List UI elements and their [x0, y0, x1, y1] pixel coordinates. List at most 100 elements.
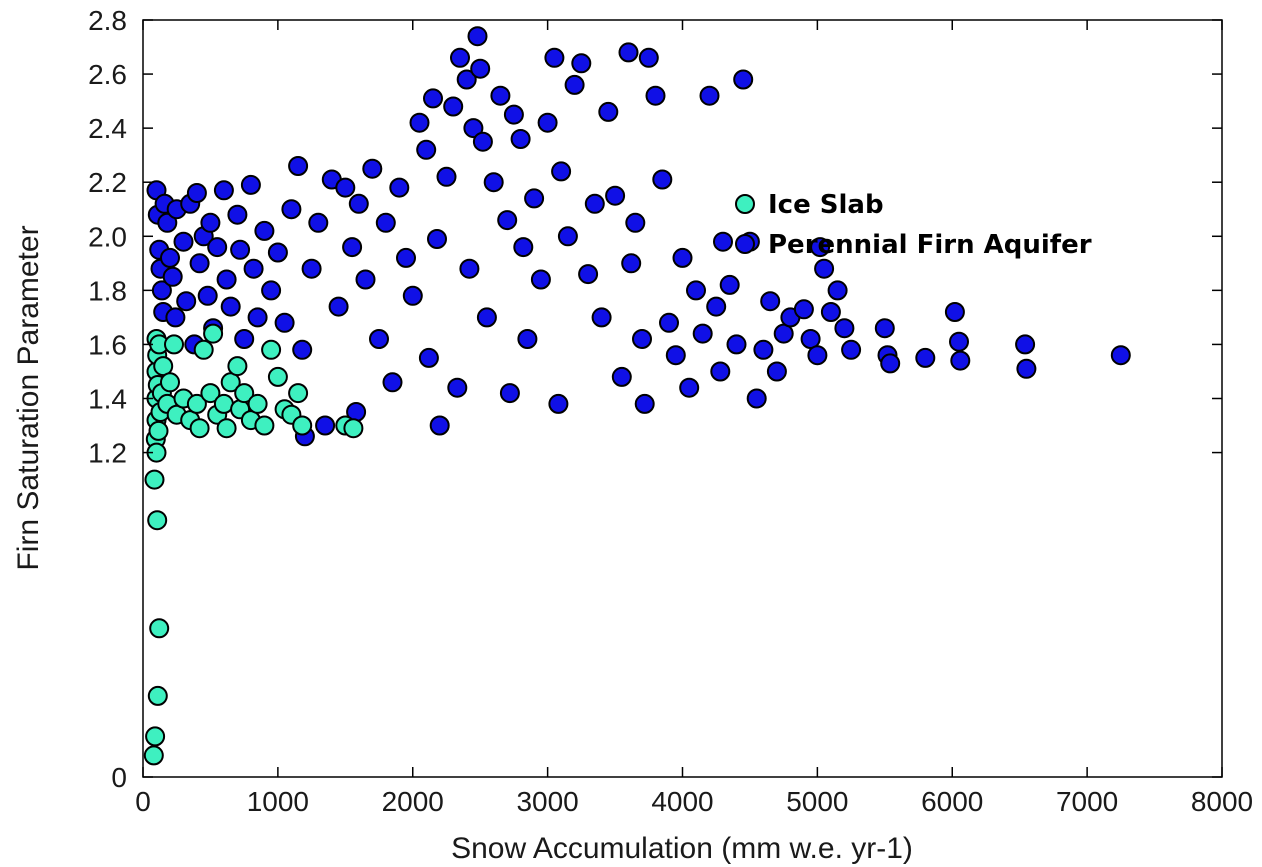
point-perennial-firn-aquifer-141 — [1015, 334, 1036, 355]
point-perennial-firn-aquifer-128 — [810, 237, 831, 258]
point-perennial-firn-aquifer-113 — [710, 361, 731, 382]
x-axis-title: Snow Accumulation (mm w.e. yr-1) — [451, 832, 913, 865]
point-perennial-firn-aquifer-33 — [261, 280, 282, 301]
point-perennial-firn-aquifer-98 — [621, 253, 642, 274]
y-tick-label: 1.8 — [88, 275, 127, 306]
point-perennial-firn-aquifer-93 — [591, 307, 612, 328]
point-perennial-firn-aquifer-64 — [443, 96, 464, 117]
y-tick-label: 2.4 — [88, 113, 127, 144]
point-perennial-firn-aquifer-8 — [160, 247, 180, 268]
point-perennial-firn-aquifer-32 — [254, 220, 275, 241]
point-perennial-firn-aquifer-74 — [483, 172, 504, 193]
point-perennial-firn-aquifer-110 — [692, 323, 713, 344]
point-ice-slab-36 — [234, 383, 255, 404]
point-ice-slab-40 — [261, 339, 282, 360]
point-perennial-firn-aquifer-134 — [874, 318, 895, 339]
point-perennial-firn-aquifer-87 — [551, 161, 572, 182]
point-perennial-firn-aquifer-54 — [389, 177, 410, 198]
point-perennial-firn-aquifer-132 — [834, 318, 855, 339]
point-perennial-firn-aquifer-9 — [162, 266, 183, 287]
point-perennial-firn-aquifer-83 — [530, 269, 551, 290]
point-perennial-firn-aquifer-20 — [200, 212, 221, 233]
point-perennial-firn-aquifer-104 — [652, 169, 673, 190]
point-perennial-firn-aquifer-73 — [476, 307, 497, 328]
point-perennial-firn-aquifer-97 — [618, 42, 639, 63]
point-ice-slab-25 — [186, 393, 207, 414]
point-perennial-firn-aquifer-68 — [459, 258, 480, 279]
point-perennial-firn-aquifer-30 — [243, 258, 264, 279]
point-ice-slab-15 — [149, 618, 170, 639]
point-perennial-firn-aquifer-71 — [470, 58, 491, 79]
point-ice-slab-45 — [292, 415, 313, 436]
point-perennial-firn-aquifer-57 — [409, 112, 430, 133]
point-perennial-firn-aquifer-107 — [672, 247, 693, 268]
point-perennial-firn-aquifer-95 — [605, 185, 626, 206]
point-perennial-firn-aquifer-69 — [463, 118, 484, 139]
point-perennial-firn-aquifer-91 — [578, 264, 599, 285]
point-ice-slab-44 — [288, 383, 309, 404]
point-perennial-firn-aquifer-101 — [634, 393, 655, 414]
point-perennial-firn-aquifer-19 — [197, 285, 218, 306]
x-tick-label: 5000 — [786, 786, 848, 817]
point-perennial-firn-aquifer-28 — [234, 329, 255, 349]
point-perennial-firn-aquifer-117 — [733, 69, 754, 90]
point-perennial-firn-aquifer-56 — [402, 285, 423, 306]
point-perennial-firn-aquifer-103 — [645, 85, 666, 106]
point-perennial-firn-aquifer-136 — [880, 353, 901, 374]
point-perennial-firn-aquifer-53 — [382, 372, 403, 393]
point-perennial-firn-aquifer-112 — [706, 296, 727, 317]
point-ice-slab-21 — [164, 334, 184, 355]
point-perennial-firn-aquifer-138 — [944, 302, 965, 322]
point-perennial-firn-aquifer-37 — [288, 156, 309, 176]
point-perennial-firn-aquifer-12 — [173, 231, 194, 252]
point-perennial-firn-aquifer-67 — [456, 69, 477, 90]
point-perennial-firn-aquifer-7 — [157, 212, 178, 233]
y-tick-label: 2.0 — [88, 221, 127, 252]
point-ice-slab-10 — [147, 510, 168, 531]
point-perennial-firn-aquifer-72 — [472, 131, 493, 152]
point-ice-slab-1 — [144, 469, 165, 490]
point-perennial-firn-aquifer-90 — [571, 53, 592, 74]
point-perennial-firn-aquifer-44 — [328, 296, 349, 317]
point-perennial-firn-aquifer-23 — [213, 180, 234, 201]
y-tick-label: 2.6 — [88, 59, 127, 90]
point-perennial-firn-aquifer-55 — [396, 247, 416, 268]
point-perennial-firn-aquifer-133 — [841, 339, 862, 360]
point-perennial-firn-aquifer-61 — [427, 229, 447, 249]
point-perennial-firn-aquifer-92 — [584, 193, 605, 214]
point-perennial-firn-aquifer-51 — [369, 329, 389, 349]
point-perennial-firn-aquifer-78 — [503, 104, 524, 125]
point-perennial-firn-aquifer-115 — [719, 274, 740, 295]
point-perennial-firn-aquifer-102 — [638, 47, 659, 68]
y-tick-label: 1.4 — [88, 384, 127, 415]
point-perennial-firn-aquifer-45 — [335, 177, 356, 198]
point-perennial-firn-aquifer-86 — [548, 393, 569, 414]
point-perennial-firn-aquifer-94 — [598, 101, 619, 122]
point-ice-slab-47 — [343, 418, 364, 439]
y-tick-label: 1.6 — [88, 329, 127, 360]
point-perennial-firn-aquifer-59 — [418, 347, 439, 368]
legend-label: Perennial Firn Aquifer — [768, 230, 1092, 260]
point-perennial-firn-aquifer-111 — [699, 85, 720, 106]
point-perennial-firn-aquifer-46 — [342, 237, 363, 258]
x-tick-label: 7000 — [1056, 786, 1118, 817]
x-tick-label: 1000 — [247, 786, 309, 817]
point-perennial-firn-aquifer-60 — [423, 88, 443, 109]
point-perennial-firn-aquifer-119 — [746, 388, 767, 409]
point-perennial-firn-aquifer-58 — [416, 139, 437, 160]
point-ice-slab-26 — [189, 418, 210, 439]
x-tick-label: 6000 — [921, 786, 983, 817]
x-tick-label: 4000 — [651, 786, 713, 817]
point-perennial-firn-aquifer-38 — [292, 339, 313, 360]
legend-marker — [735, 234, 755, 254]
point-perennial-firn-aquifer-116 — [726, 334, 747, 355]
x-tick-label: 0 — [135, 786, 151, 817]
point-perennial-firn-aquifer-81 — [517, 329, 538, 349]
point-ice-slab-28 — [200, 383, 221, 404]
point-perennial-firn-aquifer-10 — [165, 307, 186, 328]
point-perennial-firn-aquifer-65 — [447, 377, 468, 398]
point-perennial-firn-aquifer-88 — [557, 226, 578, 247]
point-perennial-firn-aquifer-106 — [665, 345, 686, 366]
point-perennial-firn-aquifer-50 — [362, 158, 383, 179]
